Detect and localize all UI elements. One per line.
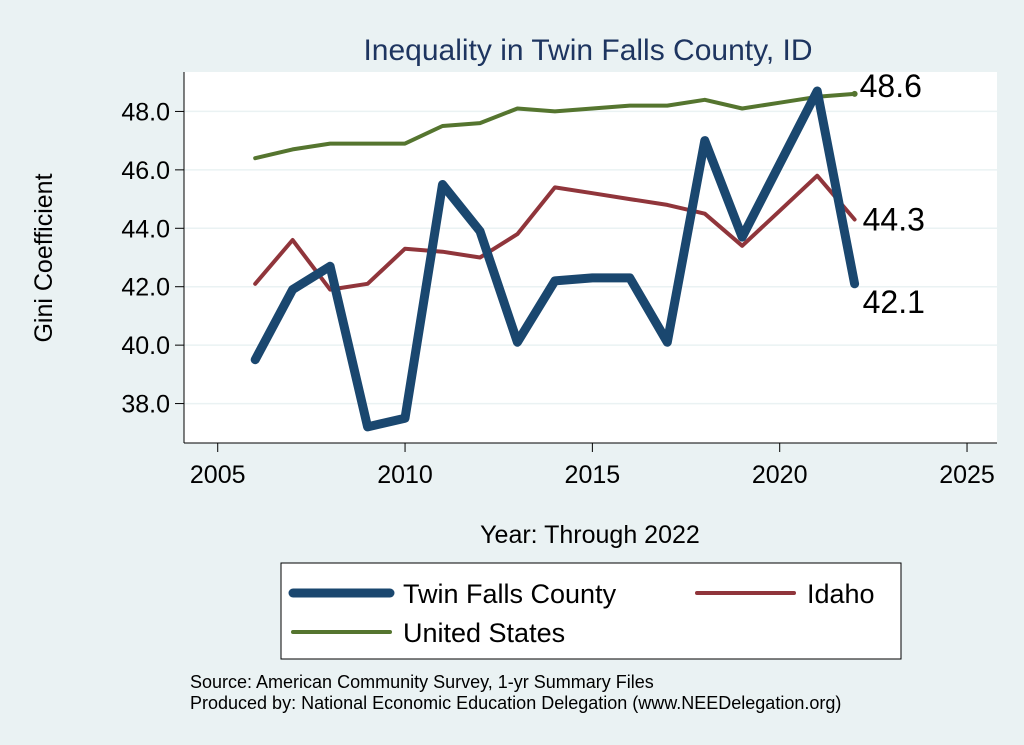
legend-label-united-states: United States <box>403 618 565 648</box>
idaho-end-label: 44.3 <box>863 202 925 238</box>
legend-box <box>280 562 902 660</box>
source-note: Source: American Community Survey, 1-yr … <box>190 672 654 692</box>
y-tick-label: 38.0 <box>121 391 170 419</box>
y-tick-label: 40.0 <box>121 332 170 360</box>
y-tick-label: 46.0 <box>121 157 170 185</box>
x-axis-ticks: 2005 2010 2015 2020 2025 <box>190 443 995 489</box>
chart-title: Inequality in Twin Falls County, ID <box>363 34 812 67</box>
y-axis-label: Gini Coefficient <box>30 173 58 342</box>
y-tick-label: 42.0 <box>121 274 170 302</box>
x-tick-label: 2010 <box>377 461 433 489</box>
twin-falls-county-line <box>250 86 860 432</box>
y-tick-label: 48.0 <box>121 98 170 126</box>
series-lines <box>250 86 860 432</box>
united-states-line <box>253 91 857 161</box>
legend-label-twin-falls: Twin Falls County <box>403 579 617 609</box>
grid-lines <box>184 110 997 405</box>
united-states-end-label: 48.6 <box>860 68 922 104</box>
x-tick-label: 2025 <box>939 461 995 489</box>
legend: Twin Falls County Idaho United States <box>280 562 902 660</box>
x-axis-label: Year: Through 2022 <box>480 521 700 549</box>
x-tick-label: 2015 <box>565 461 621 489</box>
plot-area <box>184 72 997 443</box>
legend-label-idaho: Idaho <box>807 579 875 609</box>
twin-falls-end-label: 42.1 <box>863 284 925 320</box>
x-tick-label: 2005 <box>190 461 246 489</box>
end-labels: 42.1 44.3 48.6 <box>860 68 925 320</box>
producer-note: Produced by: National Economic Education… <box>190 693 841 713</box>
united-states-end-marker <box>851 90 858 97</box>
axes <box>183 72 997 444</box>
x-tick-label: 2020 <box>752 461 808 489</box>
y-axis-ticks: 38.0 40.0 42.0 44.0 46.0 48.0 <box>121 98 184 419</box>
y-tick-label: 44.0 <box>121 215 170 243</box>
idaho-line <box>253 173 857 292</box>
